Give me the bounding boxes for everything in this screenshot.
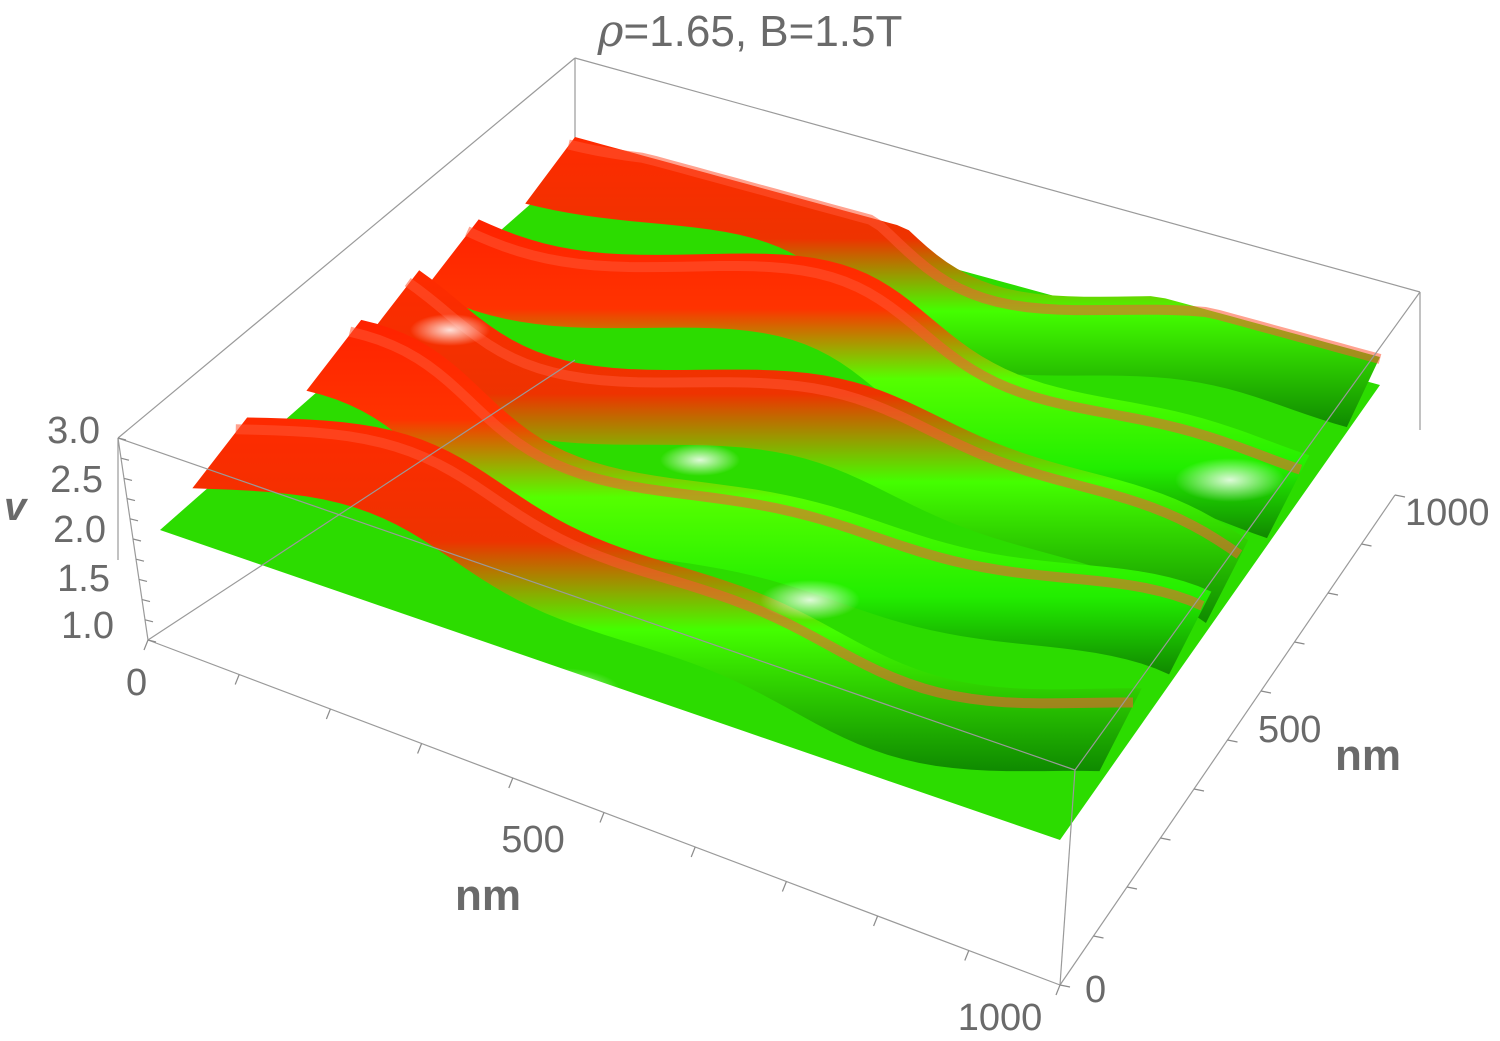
tick-mark [126,498,136,502]
surface-highlight [500,668,620,712]
y-tick-label: 0 [1085,969,1106,1011]
tick-mark [1093,935,1104,939]
z-tick-label: 1.5 [57,558,110,600]
z-axis-label: v [4,485,29,529]
tick-mark [417,743,423,754]
surface-stripe [423,219,1310,539]
y-tick-label: 1000 [1405,492,1490,534]
tick-mark [1059,984,1071,988]
chart-title: ρ=1.65, B=1.5T [0,6,1500,57]
tick-mark [964,950,970,961]
surface-ridge [404,277,1243,559]
tick-mark [1361,543,1372,547]
tick-mark [138,578,148,582]
tick-mark [1294,641,1305,645]
tick-mark [135,558,145,562]
box-back-edges [117,57,1421,560]
axis-ticks [117,437,1406,996]
tick-mark [1260,690,1272,694]
tick-mark [141,599,151,603]
surface-mesh [160,137,1382,840]
surface-ridge [348,326,1205,611]
z-tick-label: 2.5 [50,459,103,501]
tick-mark [1126,886,1138,890]
x-tick-label: 500 [501,819,564,861]
tick-mark [1055,984,1061,996]
x-tick-label: 1000 [958,997,1043,1039]
surface-stripe [306,319,1212,675]
surface-highlight [410,314,490,346]
z-tick-label: 2.0 [53,509,106,551]
tick-mark [325,708,331,720]
surface-highlight [1175,458,1285,502]
tick-mark [117,437,127,441]
x-axis-label: nm [455,871,521,920]
x-axis: 0 500 1000 nm [126,662,1042,1039]
surface-ridge [235,424,1133,709]
tick-mark [1327,592,1339,596]
tick-mark [1193,788,1205,792]
tick-mark [873,915,879,927]
surface-stripe [364,270,1249,624]
z-tick-label: 3.0 [47,410,100,452]
tick-mark [132,538,142,542]
y-tick-label: 500 [1258,709,1321,751]
x-tick-label: 0 [126,662,147,704]
z-tick-label: 1.0 [61,605,114,647]
surface-ridge [567,139,1382,364]
tick-mark [143,639,149,651]
surface-ridge [465,226,1303,475]
tick-mark [781,881,787,892]
tick-mark [1160,837,1171,841]
tick-mark [599,812,605,823]
y-axis: 0 500 1000 nm [1085,492,1490,1011]
tick-mark [147,639,157,643]
tick-mark [690,846,696,858]
tick-mark [234,674,240,685]
tick-mark [120,457,130,461]
tick-mark [508,777,514,789]
y-axis-label: nm [1335,731,1401,780]
surface-highlight [760,580,860,620]
tick-mark [1227,739,1238,743]
z-axis: 3.0 2.5 2.0 1.5 1.0 v [4,410,114,647]
tick-mark [144,619,154,623]
title-text: =1.65, B=1.5T [623,7,903,56]
title-rho-symbol: ρ [597,6,624,57]
tick-mark [123,477,133,481]
tick-mark [129,518,139,522]
surface-highlight [660,444,740,476]
tick-mark [1394,494,1406,498]
